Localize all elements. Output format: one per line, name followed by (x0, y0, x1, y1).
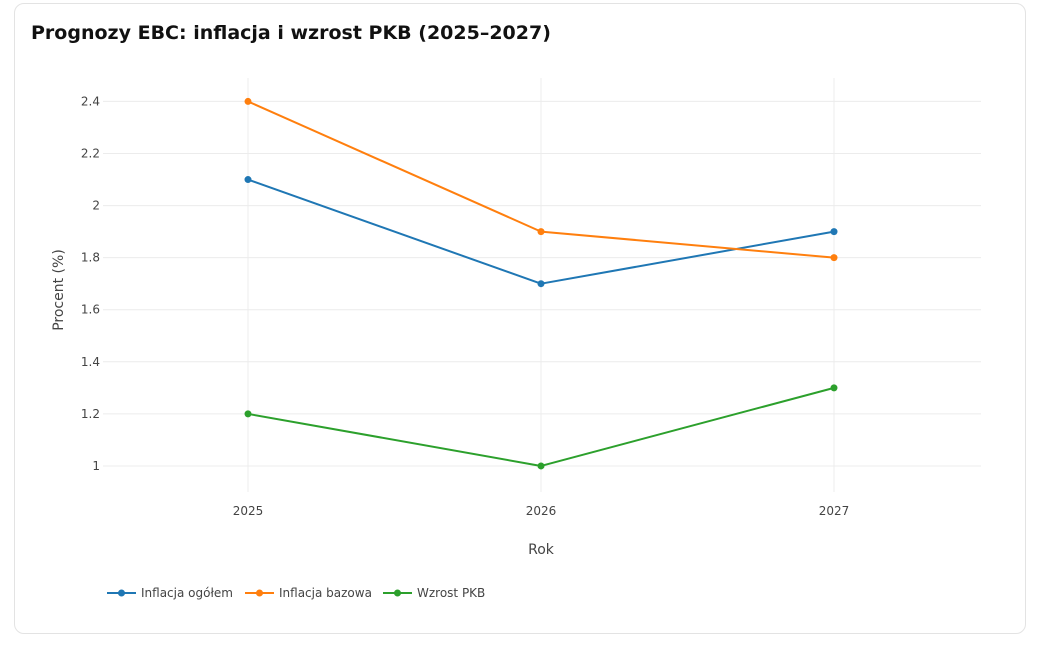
legend-item[interactable]: Inflacja bazowa (245, 586, 372, 600)
y-tick-label: 2 (92, 199, 100, 213)
x-tick-label: 2025 (233, 504, 264, 518)
x-axis-ticks: 2025 2026 2027 (233, 504, 850, 518)
legend-label: Inflacja bazowa (279, 586, 372, 600)
y-tick-label: 1.2 (81, 407, 100, 421)
data-point[interactable] (537, 228, 545, 236)
series-1 (244, 97, 838, 262)
y-tick-label: 1.6 (81, 303, 100, 317)
chart-title: Prognozy EBC: inflacja i wzrost PKB (202… (31, 22, 551, 44)
data-point[interactable] (244, 97, 252, 105)
y-tick-label: 1 (92, 459, 100, 473)
x-tick-label: 2026 (526, 504, 557, 518)
legend-swatch-marker (256, 589, 263, 597)
legend-swatch-marker (394, 589, 401, 597)
data-point[interactable] (537, 280, 545, 288)
data-point[interactable] (830, 228, 838, 236)
data-point[interactable] (830, 384, 838, 392)
y-tick-label: 1.4 (81, 355, 100, 369)
y-axis-title: Procent (%) (51, 249, 67, 331)
legend-item[interactable]: Wzrost PKB (383, 586, 485, 600)
x-tick-label: 2027 (819, 504, 850, 518)
legend-swatch-marker (118, 589, 125, 597)
series-2 (244, 384, 838, 470)
data-point[interactable] (244, 410, 252, 418)
data-point[interactable] (830, 254, 838, 262)
y-tick-label: 1.8 (81, 251, 100, 265)
x-axis-title: Rok (528, 542, 555, 558)
chart-series (244, 97, 838, 470)
legend-item[interactable]: Inflacja ogółem (107, 586, 233, 600)
chart-card (14, 3, 1026, 634)
data-point[interactable] (537, 462, 545, 470)
y-tick-label: 2.2 (81, 147, 100, 161)
legend-label: Inflacja ogółem (141, 586, 233, 600)
y-axis-ticks: 1 1.2 1.4 1.6 1.8 2 2.2 2.4 (81, 94, 100, 473)
y-tick-label: 2.4 (81, 94, 100, 108)
chart-legend[interactable]: Inflacja ogółem Inflacja bazowa Wzrost PKB (107, 586, 485, 600)
legend-label: Wzrost PKB (417, 586, 485, 600)
data-point[interactable] (244, 176, 252, 184)
